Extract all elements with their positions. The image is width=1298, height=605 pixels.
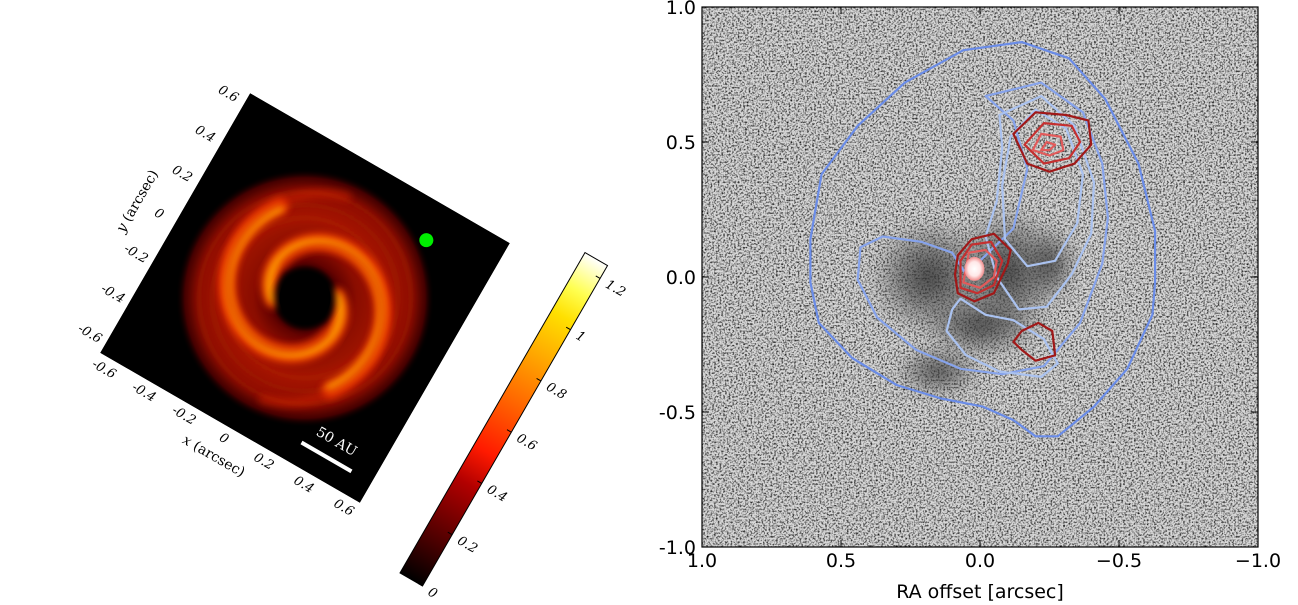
colorbar-tick xyxy=(565,326,571,331)
y-tick-label: 0.6 xyxy=(215,83,240,106)
y-tick-label: -0.4 xyxy=(98,281,127,307)
colorbar-tick xyxy=(417,583,423,587)
x-tick-label: 0.6 xyxy=(331,496,356,519)
y-tick-label: 1.0 xyxy=(666,0,696,19)
colorbar-tick xyxy=(595,275,601,279)
colorbar-tick-label: 0 xyxy=(425,585,440,602)
red-contour-line xyxy=(953,232,1012,303)
red-contour-line xyxy=(1012,111,1093,173)
y-tick-label: 0.5 xyxy=(666,132,696,154)
y-tick-label: 0.4 xyxy=(192,123,217,146)
colorbar-tick xyxy=(447,531,453,536)
colorbar-tick xyxy=(536,377,542,382)
red-contour-line xyxy=(959,240,1004,295)
colorbar-tick-label: 0.2 xyxy=(455,534,480,557)
gray-emission-blob xyxy=(918,293,1042,358)
bright-peak xyxy=(964,256,985,281)
x-tick-label: −1.0 xyxy=(1235,550,1281,572)
blue-contour-line xyxy=(809,41,1157,438)
colorbar-tick-label: 1.2 xyxy=(603,277,628,300)
x-tick-label: 0.0 xyxy=(965,550,995,572)
inner-cavity-core xyxy=(279,272,331,324)
colorbar-tick-label: 0.6 xyxy=(514,431,539,454)
colorbar-tick-label: 0.8 xyxy=(543,380,568,403)
disk-ring xyxy=(208,201,402,395)
colorbar-tick-label: 0.4 xyxy=(484,482,509,505)
colorbar-tick-label: 1 xyxy=(573,328,588,345)
x-tick-label: 0.4 xyxy=(291,473,316,496)
red-contour-line xyxy=(1031,132,1065,157)
contour-map-panel: 1.0 0.5 0.0 −0.5 −1.0 -1.0 -0.5 0.0 0.5 1.0 RA of… xyxy=(659,0,1281,603)
spiral-arms xyxy=(218,189,392,407)
y-axis-label: y (arcsec) xyxy=(113,167,162,236)
faint-spiral-arm xyxy=(223,189,352,354)
x-tick-label: 1.0 xyxy=(687,550,717,572)
x-tick-label: −0.5 xyxy=(1096,550,1142,572)
y-tick-label: -0.2 xyxy=(121,241,150,267)
disk-ring xyxy=(196,189,414,407)
y-tick-label: -1.0 xyxy=(659,537,696,559)
disk-image xyxy=(175,168,435,428)
red-contour-line xyxy=(1040,140,1057,152)
ra-axis-label: RA offset [arcsec] xyxy=(896,581,1064,603)
y-tick-label: 0.2 xyxy=(169,163,194,186)
blue-contours xyxy=(809,41,1157,438)
red-contours xyxy=(953,111,1093,362)
gray-emission-blob xyxy=(893,347,983,396)
y-tick-label: 0 xyxy=(152,206,167,223)
blue-contour-line xyxy=(856,81,1109,376)
blue-contour-line xyxy=(945,297,1059,378)
x-tick-label: 0 xyxy=(216,430,231,447)
red-contour-line xyxy=(962,248,998,289)
y-tick-label: 0.0 xyxy=(666,267,696,289)
x-axis-label: x (arcsec) xyxy=(179,432,247,481)
red-contour-line xyxy=(1023,122,1082,165)
x-tick-label: 0.2 xyxy=(251,450,276,473)
x-tick-label: 0.5 xyxy=(826,550,856,572)
y-tick-label: -0.6 xyxy=(75,321,104,347)
colorbar-tick xyxy=(506,429,512,433)
colorbar-gradient xyxy=(399,251,609,587)
faint-spiral-arm xyxy=(258,242,387,407)
disk-model-panel: -0.6-0.4-0.200.20.40.6-0.6-0.4-0.200.20.… xyxy=(75,83,510,520)
red-contour-line xyxy=(1012,321,1057,362)
planet-marker xyxy=(419,233,434,248)
y-tick-label: -0.5 xyxy=(659,402,696,424)
colorbar-tick xyxy=(477,480,482,484)
